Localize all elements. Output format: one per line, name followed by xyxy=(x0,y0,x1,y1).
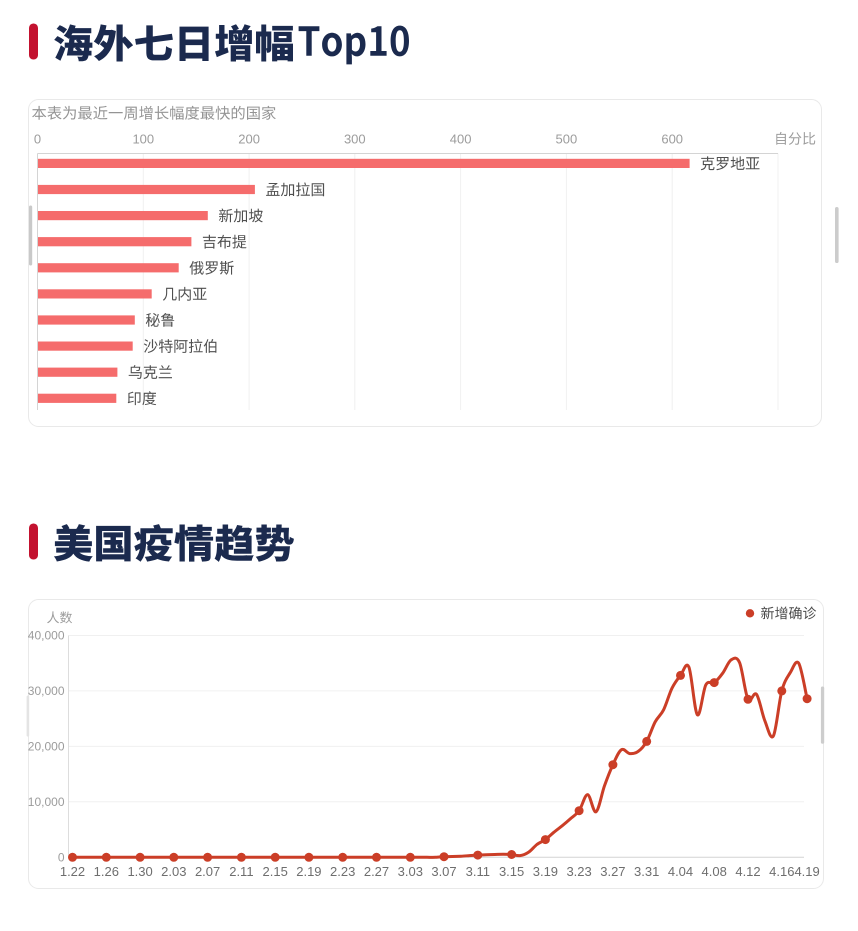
svg-text:20,000: 20,000 xyxy=(28,740,65,754)
svg-text:3.31: 3.31 xyxy=(634,864,659,879)
svg-text:2.19: 2.19 xyxy=(296,864,321,879)
svg-text:3.19: 3.19 xyxy=(533,864,558,879)
svg-text:2.23: 2.23 xyxy=(330,864,355,879)
svg-text:4.19: 4.19 xyxy=(794,864,819,879)
svg-text:200: 200 xyxy=(238,132,260,147)
svg-text:2.07: 2.07 xyxy=(195,864,220,879)
svg-text:0: 0 xyxy=(58,851,65,865)
svg-text:3.03: 3.03 xyxy=(398,864,423,879)
svg-text:4.04: 4.04 xyxy=(668,864,693,879)
svg-text:40,000: 40,000 xyxy=(28,629,65,643)
svg-text:2.11: 2.11 xyxy=(229,864,253,879)
svg-text:30,000: 30,000 xyxy=(28,684,65,698)
svg-text:10,000: 10,000 xyxy=(28,795,65,809)
svg-text:4.12: 4.12 xyxy=(735,864,760,879)
svg-text:4.16: 4.16 xyxy=(769,864,794,879)
svg-text:2.27: 2.27 xyxy=(364,864,389,879)
svg-text:4.08: 4.08 xyxy=(702,864,727,879)
svg-text:100: 100 xyxy=(132,132,154,147)
svg-text:300: 300 xyxy=(344,132,366,147)
svg-text:3.23: 3.23 xyxy=(566,864,591,879)
svg-text:3.11: 3.11 xyxy=(466,864,490,879)
svg-text:1.22: 1.22 xyxy=(60,864,85,879)
svg-text:3.07: 3.07 xyxy=(431,864,456,879)
svg-text:1.26: 1.26 xyxy=(94,864,119,879)
svg-text:600: 600 xyxy=(661,132,683,147)
svg-text:1.30: 1.30 xyxy=(127,864,152,879)
svg-text:3.27: 3.27 xyxy=(600,864,625,879)
svg-text:0: 0 xyxy=(34,132,41,147)
svg-text:2.03: 2.03 xyxy=(161,864,186,879)
svg-text:500: 500 xyxy=(556,132,578,147)
svg-text:2.15: 2.15 xyxy=(263,864,288,879)
svg-text:400: 400 xyxy=(450,132,472,147)
svg-text:3.15: 3.15 xyxy=(499,864,524,879)
